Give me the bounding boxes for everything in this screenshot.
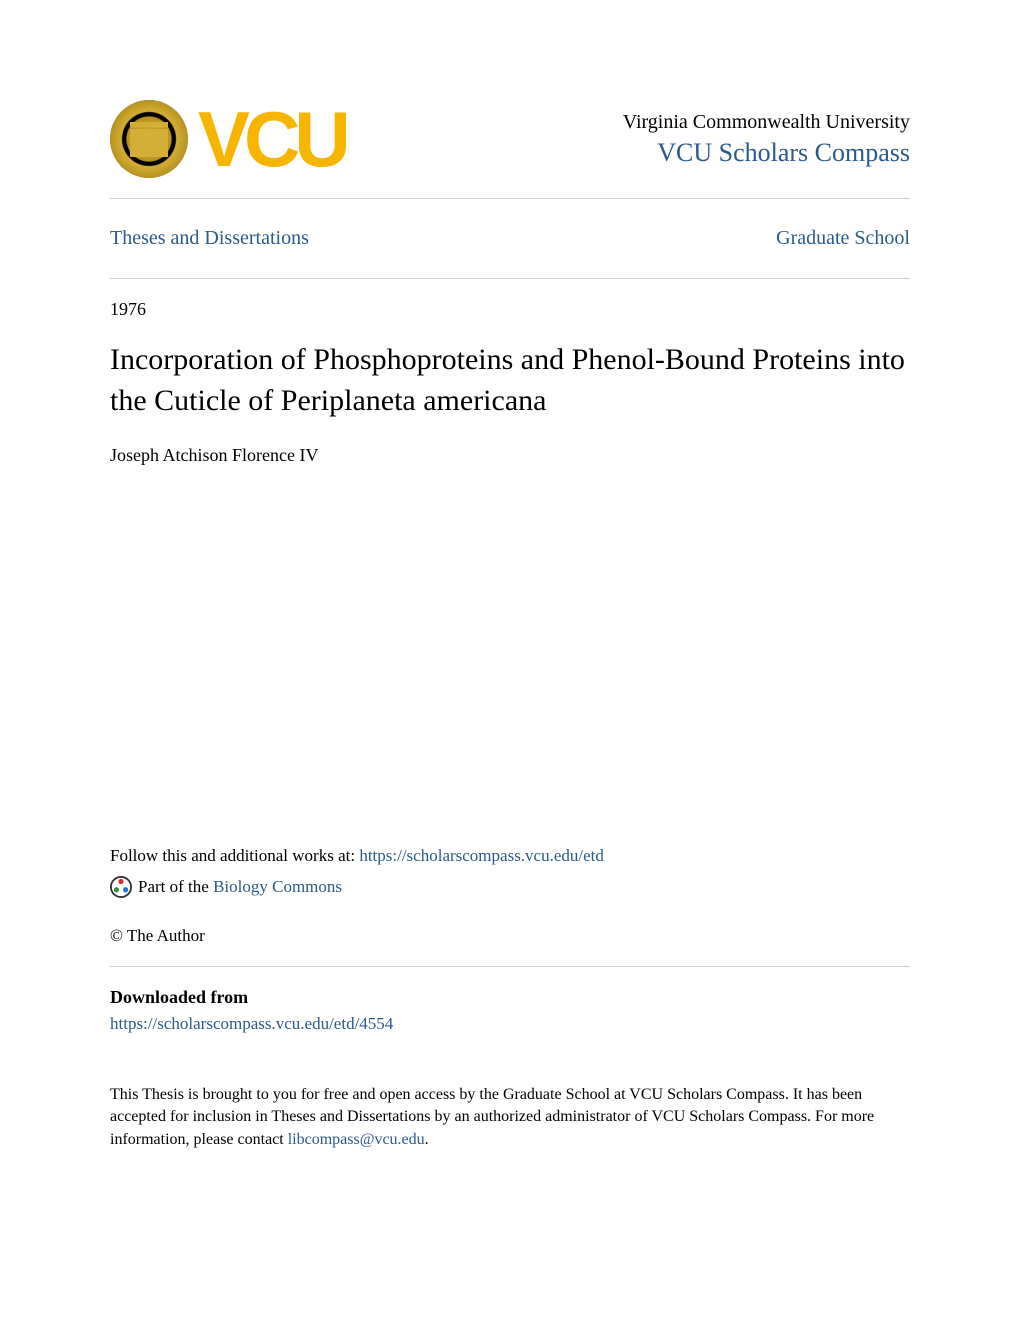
downloaded-from-heading: Downloaded from — [110, 987, 910, 1008]
footer-text-1: This Thesis is brought to you for free a… — [110, 1086, 874, 1148]
graduate-school-link[interactable]: Graduate School — [776, 227, 910, 250]
part-of-prefix: Part of the — [138, 877, 213, 896]
contact-email-link[interactable]: libcompass@vcu.edu — [288, 1131, 425, 1148]
institution-block: Virginia Commonwealth University VCU Sch… — [623, 111, 910, 168]
publication-year: 1976 — [110, 299, 910, 320]
footer-text-2: . — [425, 1131, 429, 1148]
university-seal-icon — [110, 100, 188, 178]
header: VCU Virginia Commonwealth University VCU… — [110, 100, 910, 178]
divider-nav — [110, 278, 910, 279]
downloaded-url-link[interactable]: https://scholarscompass.vcu.edu/etd/4554 — [110, 1014, 910, 1034]
divider-top — [110, 198, 910, 199]
part-of-text: Part of the Biology Commons — [138, 877, 342, 897]
biology-commons-link[interactable]: Biology Commons — [213, 877, 342, 896]
theses-dissertations-link[interactable]: Theses and Dissertations — [110, 227, 309, 250]
scholars-compass-link[interactable]: VCU Scholars Compass — [623, 138, 910, 168]
author-name: Joseph Atchison Florence IV — [110, 445, 910, 466]
network-icon — [110, 876, 132, 898]
vcu-logo-text: VCU — [198, 100, 345, 178]
part-of-row: Part of the Biology Commons — [110, 876, 910, 898]
institution-name: Virginia Commonwealth University — [623, 111, 910, 134]
follow-url-link[interactable]: https://scholarscompass.vcu.edu/etd — [359, 846, 604, 865]
follow-works-line: Follow this and additional works at: htt… — [110, 846, 910, 866]
footer-disclaimer: This Thesis is brought to you for free a… — [110, 1084, 910, 1151]
copyright-text: © The Author — [110, 926, 910, 946]
logo-container: VCU — [110, 100, 345, 178]
nav-row: Theses and Dissertations Graduate School — [110, 209, 910, 268]
divider-bottom — [110, 966, 910, 967]
follow-prefix: Follow this and additional works at: — [110, 846, 359, 865]
document-title: Incorporation of Phosphoproteins and Phe… — [110, 340, 910, 421]
